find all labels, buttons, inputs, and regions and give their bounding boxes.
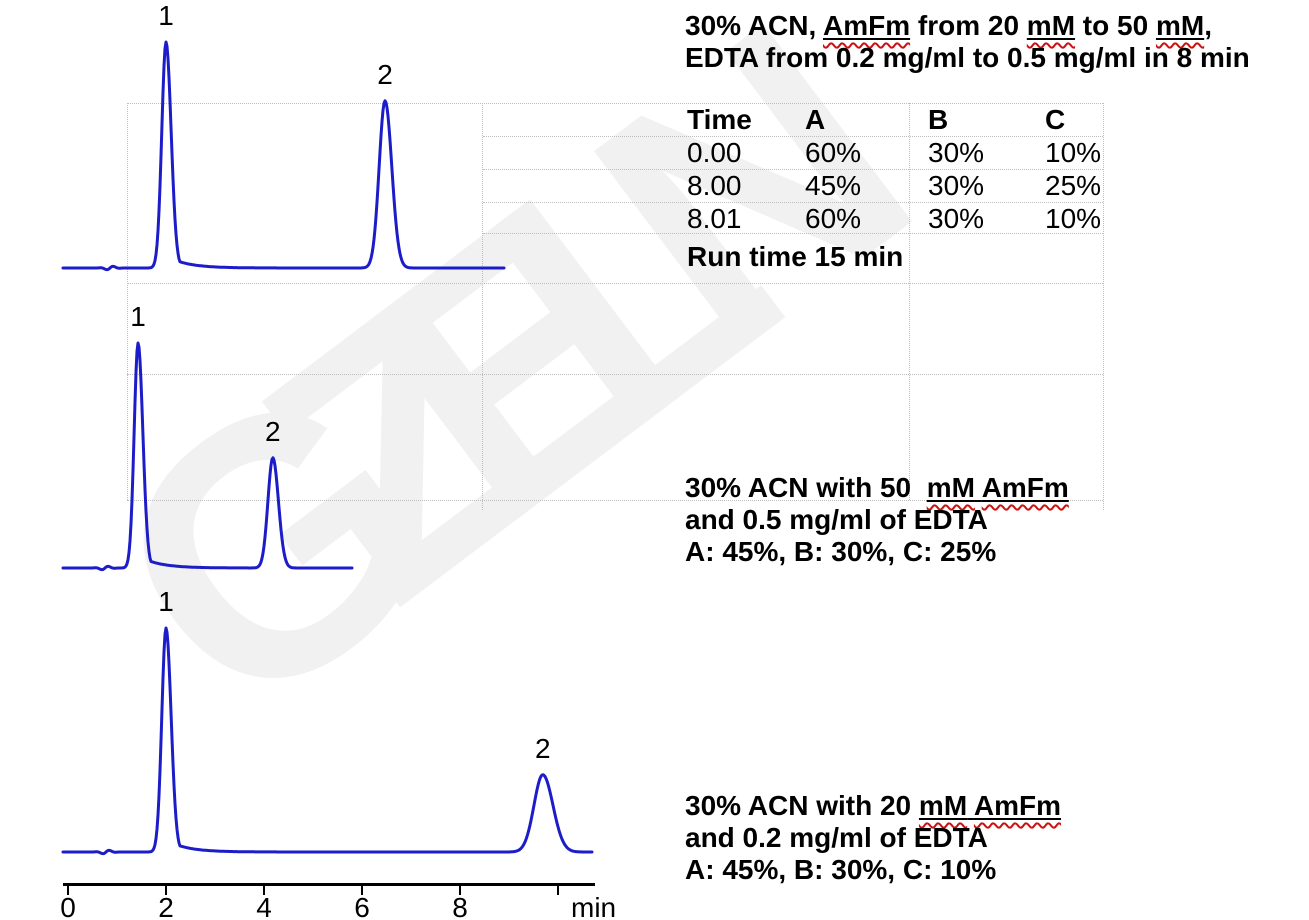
axis-tick-label: 0 bbox=[60, 892, 76, 920]
chromatogram-trace-bottom bbox=[61, 626, 594, 856]
table-row-cell: 60% bbox=[805, 203, 862, 234]
axis-tick-label: 6 bbox=[354, 892, 370, 920]
table-row: 8.01 60% 30% 10% bbox=[687, 202, 1107, 235]
gridline-horizontal bbox=[127, 283, 1103, 284]
peak-label: 2 bbox=[535, 732, 551, 764]
table-header-row-cell: A bbox=[805, 104, 826, 135]
gridline-horizontal bbox=[127, 500, 1103, 501]
table-row-cell: 30% bbox=[928, 170, 985, 201]
peak-label: 1 bbox=[158, 586, 174, 617]
axis-tick bbox=[165, 884, 167, 895]
isocratic-note-50mM-line: A: 45%, B: 30%, C: 25% bbox=[685, 536, 997, 567]
table-row: 0.00 60% 30% 10% bbox=[687, 136, 1107, 169]
table-row-cell: 10% bbox=[1045, 137, 1102, 168]
table-row-cell: 0.00 bbox=[687, 137, 742, 168]
gridline-vertical bbox=[482, 103, 483, 510]
isocratic-note-50mM-line: and 0.5 mg/ml of EDTA bbox=[685, 504, 988, 535]
axis-tick-label: 4 bbox=[256, 892, 272, 920]
axis-tick bbox=[361, 884, 363, 895]
axis-tick-label: 2 bbox=[158, 892, 174, 920]
isocratic-note-50mM-line: 30% ACN with 50 mM AmFm bbox=[685, 472, 1069, 503]
gradient-title-line: 30% ACN, AmFm from 20 mM to 50 mM, bbox=[685, 10, 1212, 41]
gridline-horizontal bbox=[483, 169, 1103, 170]
gridline-vertical bbox=[909, 103, 910, 500]
peak-label: 2 bbox=[377, 58, 393, 90]
table-header-row-cell: Time bbox=[687, 104, 752, 135]
table-row-cell: 25% bbox=[1045, 170, 1102, 201]
axis-tick-label: 8 bbox=[452, 892, 468, 920]
table-row: 8.00 45% 30% 25% bbox=[687, 169, 1107, 202]
isocratic-note-20mM-line: and 0.2 mg/ml of EDTA bbox=[685, 822, 988, 853]
table-header-row-cell: B bbox=[928, 104, 949, 135]
table-header-row-cell: C bbox=[1045, 104, 1066, 135]
isocratic-note-50mM: 30% ACN with 50 mM AmFm and 0.5 mg/ml of … bbox=[685, 472, 1069, 568]
table-row-cell: 8.00 bbox=[687, 170, 742, 201]
table-row-cell: 8.01 bbox=[687, 203, 742, 234]
gridline-horizontal bbox=[127, 374, 1103, 375]
peak-label: 2 bbox=[265, 415, 281, 447]
gradient-title-line: EDTA from 0.2 mg/ml to 0.5 mg/ml in 8 mi… bbox=[685, 42, 1250, 73]
chromatogram-trace-middle bbox=[61, 341, 354, 572]
gridline-horizontal bbox=[483, 202, 1103, 203]
gridline-vertical bbox=[127, 103, 128, 500]
table-row-cell: 10% bbox=[1045, 203, 1102, 234]
table-header-row: Time A B C bbox=[687, 103, 1107, 136]
gradient-title: 30% ACN, AmFm from 20 mM to 50 mM, EDTA f… bbox=[685, 10, 1250, 74]
gridline-horizontal bbox=[127, 103, 1103, 104]
chromatogram-trace-top bbox=[61, 40, 506, 272]
isocratic-note-20mM-line: 30% ACN with 20 mM AmFm bbox=[685, 790, 1062, 821]
table-row-cell: 60% bbox=[805, 137, 862, 168]
isocratic-note-20mM: 30% ACN with 20 mM AmFm and 0.2 mg/ml of … bbox=[685, 790, 1061, 886]
gridline-horizontal bbox=[483, 233, 1103, 234]
axis-tick bbox=[263, 884, 265, 895]
time-axis-line bbox=[63, 883, 595, 886]
gridline-vertical bbox=[1103, 103, 1104, 510]
gridline-horizontal bbox=[483, 136, 1103, 137]
axis-unit-label: min bbox=[571, 892, 617, 920]
gradient-table: Time A B C 0.00 60% 30% 10% 8.00 45% 30% 25% 8.01 60%… bbox=[687, 103, 1107, 293]
run-time-note-cell: Run time 15 min bbox=[687, 241, 904, 272]
isocratic-note-20mM-line: A: 45%, B: 30%, C: 10% bbox=[685, 854, 997, 885]
axis-tick bbox=[557, 884, 559, 895]
axis-tick bbox=[67, 884, 69, 895]
table-row-cell: 30% bbox=[928, 203, 985, 234]
peak-label: 1 bbox=[158, 0, 174, 31]
axis-tick bbox=[459, 884, 461, 895]
table-row-cell: 45% bbox=[805, 170, 862, 201]
run-time-note: Run time 15 min bbox=[687, 236, 1107, 282]
peak-label: 1 bbox=[130, 301, 146, 332]
table-row-cell: 30% bbox=[928, 137, 985, 168]
